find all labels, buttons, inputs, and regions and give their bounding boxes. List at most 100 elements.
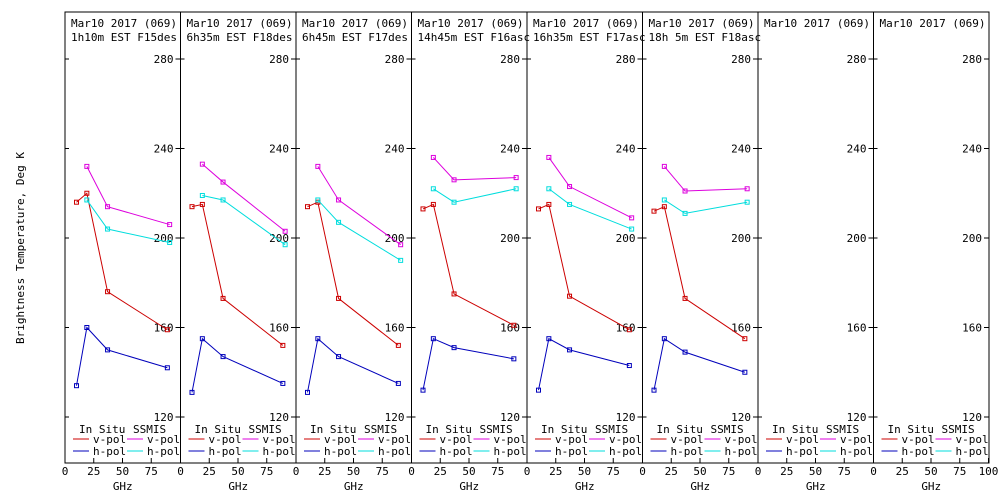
data-point-insitu-v: [220, 295, 226, 301]
legend-in-situ-title: In Situ: [79, 423, 125, 436]
data-point-insitu-h: [536, 387, 541, 393]
x-tick-label: 0: [524, 465, 531, 478]
y-tick-label: 280: [847, 53, 867, 66]
x-tick-label: 25: [549, 465, 562, 478]
data-point-ssmis-v: [336, 197, 342, 203]
panel-title-time: 18h 5m EST F18asc: [649, 31, 762, 44]
series-line-insitu-v: [307, 201, 399, 346]
series-line-insitu-v: [191, 203, 284, 346]
legend-label: h-pol: [902, 445, 935, 458]
data-point-insitu-h: [451, 345, 457, 351]
x-axis-label: GHz: [113, 480, 133, 493]
series-line-insitu-h: [422, 337, 514, 391]
y-tick-label: 200: [269, 232, 289, 245]
legend-label: h-pol: [93, 445, 126, 458]
y-tick-label: 240: [385, 143, 405, 156]
legend-label: v-pol: [440, 433, 473, 446]
x-axis-label: GHz: [921, 480, 941, 493]
y-tick-label: 240: [500, 143, 520, 156]
series-line-ssmis-v: [86, 166, 170, 226]
x-axis-label: GHz: [228, 480, 248, 493]
y-tick-label: 120: [847, 411, 867, 424]
series-line-insitu-v: [422, 203, 515, 326]
data-point-insitu-v: [626, 327, 632, 333]
data-point-insitu-v: [536, 206, 541, 212]
series-line-ssmis-h: [86, 199, 170, 243]
legend-label: v-pol: [93, 433, 126, 446]
data-point-insitu-v: [511, 322, 517, 328]
y-tick-label: 120: [616, 411, 636, 424]
y-tick-label: 280: [269, 53, 289, 66]
data-point-ssmis-v: [682, 188, 688, 194]
legend-label: v-pol: [902, 433, 935, 446]
legend-ssmis-title: SSMIS: [133, 423, 166, 436]
y-tick-label: 120: [269, 411, 289, 424]
data-point-insitu-h: [742, 369, 748, 375]
data-point-insitu-h: [84, 325, 90, 330]
data-point-insitu-h: [567, 347, 573, 353]
legend-label: h-pol: [440, 445, 473, 458]
x-tick-label: 25: [434, 465, 447, 478]
data-point-ssmis-h: [661, 197, 667, 203]
y-tick-label: 120: [385, 411, 405, 424]
x-tick-label: 50: [924, 465, 937, 478]
y-tick-label: 120: [731, 411, 751, 424]
series-line-ssmis-v: [663, 166, 748, 192]
x-tick-label: 75: [376, 465, 389, 478]
x-tick-label: 50: [578, 465, 591, 478]
data-point-insitu-h: [105, 347, 111, 353]
data-point-insitu-h: [511, 356, 517, 362]
legend-label: h-pol: [494, 445, 527, 458]
data-point-ssmis-h: [105, 226, 111, 232]
legend-label: v-pol: [324, 433, 357, 446]
panel-title-date: Mar10 2017 (069): [71, 17, 177, 30]
data-point-insitu-h: [189, 389, 195, 395]
data-point-insitu-h: [651, 387, 657, 393]
panel-title-time: 16h35m EST F17asc: [533, 31, 646, 44]
y-tick-label: 280: [385, 53, 405, 66]
y-tick-label: 160: [962, 322, 982, 335]
data-point-ssmis-v: [199, 161, 205, 167]
x-tick-label: 25: [203, 465, 216, 478]
panel-3: Mar10 2017 (069)6h45m EST F17des 120 160 20…: [293, 11, 412, 493]
data-point-ssmis-h: [744, 199, 750, 205]
legend-label: h-pol: [555, 445, 588, 458]
x-tick-label: 25: [87, 465, 100, 478]
data-point-ssmis-h: [199, 192, 205, 198]
data-point-ssmis-v: [744, 186, 750, 192]
legend-label: h-pol: [956, 445, 989, 458]
y-tick-label: 240: [962, 143, 982, 156]
data-point-insitu-v: [742, 336, 748, 342]
data-point-ssmis-v: [315, 163, 321, 169]
x-tick-label: 75: [607, 465, 620, 478]
data-point-ssmis-v: [451, 177, 457, 183]
series-line-insitu-v: [538, 203, 630, 331]
data-point-ssmis-v: [167, 222, 173, 228]
legend-label: h-pol: [263, 445, 296, 458]
panel-title-date: Mar10 2017 (069): [302, 17, 408, 30]
x-tick-label: 75: [491, 465, 504, 478]
panel-title-time: 6h35m EST F18des: [187, 31, 293, 44]
x-tick-label: 0: [293, 465, 300, 478]
legend-in-situ-title: In Situ: [195, 423, 241, 436]
x-tick-label: 50: [693, 465, 706, 478]
data-point-ssmis-h: [430, 186, 436, 192]
panel-title-date: Mar10 2017 (069): [187, 17, 293, 30]
legend-label: v-pol: [725, 433, 758, 446]
y-tick-label: 240: [616, 143, 636, 156]
x-axis-label: GHz: [806, 480, 826, 493]
panel-title-time: 1h10m EST F15des: [71, 31, 177, 44]
panel-7: Mar10 2017 (069) 120 160 200 240 280 0 25 50 75 GH…: [755, 11, 874, 493]
series-line-insitu-v: [76, 192, 168, 331]
legend-label: h-pol: [725, 445, 758, 458]
series-line-insitu-h: [191, 337, 284, 393]
data-point-insitu-v: [420, 206, 426, 212]
y-tick-label: 280: [500, 53, 520, 66]
data-point-ssmis-v: [398, 242, 404, 248]
series-line-ssmis-v: [317, 166, 401, 246]
data-point-insitu-v: [430, 201, 436, 207]
panel-title-time: 6h45m EST F17des: [302, 31, 408, 44]
x-tick-label: 0: [755, 465, 762, 478]
legend-ssmis-title: SSMIS: [364, 423, 397, 436]
